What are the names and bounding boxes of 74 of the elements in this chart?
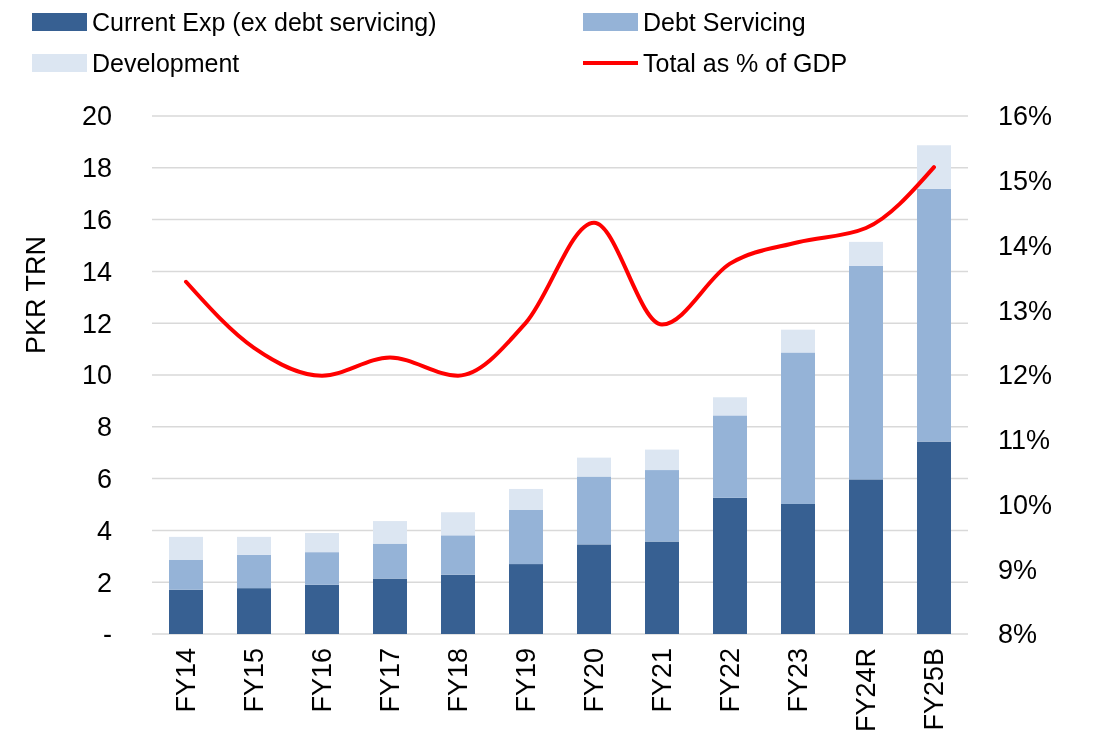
line-series — [184, 165, 936, 378]
legend-label: Current Exp (ex debt servicing) — [92, 7, 437, 36]
bar — [645, 449, 679, 471]
x-tick-label: FY23 — [783, 648, 814, 713]
y2-tick-label: 15% — [998, 166, 1053, 197]
bar — [917, 145, 951, 189]
x-tick-label: FY15 — [239, 648, 270, 713]
bar — [373, 521, 407, 544]
bar — [237, 588, 271, 634]
bar — [305, 552, 339, 585]
bar — [781, 329, 815, 353]
legend-label: Debt Servicing — [643, 7, 806, 36]
bar — [509, 509, 543, 565]
y-tick-label: 20 — [81, 101, 112, 132]
x-tick-label: FY17 — [375, 648, 406, 713]
y-axis-title: PKR TRN — [21, 235, 51, 355]
bar — [713, 415, 747, 498]
bar — [645, 541, 679, 634]
y2-tick-label: 12% — [998, 360, 1053, 391]
y2-tick-label: 11% — [998, 425, 1051, 456]
y-tick-label: 18 — [81, 153, 112, 184]
y2-tick-label: 14% — [998, 230, 1053, 261]
x-tick-label: FY14 — [171, 648, 202, 713]
x-tick-label: FY20 — [579, 648, 610, 713]
bar — [917, 441, 951, 634]
y-tick-label: - — [103, 619, 112, 650]
bar — [169, 559, 203, 590]
x-tick-label: FY24R — [851, 648, 882, 733]
y-tick-label: 8 — [96, 412, 112, 443]
bar — [713, 397, 747, 416]
bar — [849, 265, 883, 480]
y2-tick-label: 13% — [998, 295, 1053, 326]
x-tick-label: FY21 — [647, 648, 678, 713]
bar — [577, 457, 611, 477]
y-tick-label: 14 — [81, 256, 112, 287]
bar — [237, 554, 271, 589]
bar — [509, 564, 543, 634]
bar — [305, 532, 339, 553]
y2-tick-label: 10% — [998, 489, 1053, 520]
y-tick-label: 16 — [81, 205, 112, 236]
y2-tick-label: 16% — [998, 101, 1053, 132]
bar — [373, 543, 407, 579]
bar — [305, 584, 339, 634]
y2-tick-label: 8% — [998, 619, 1038, 650]
y2-tick-label: 9% — [998, 554, 1038, 585]
x-tick-label: FY16 — [307, 648, 338, 713]
bar — [373, 578, 407, 634]
bar — [237, 536, 271, 555]
y-tick-label: 6 — [96, 464, 112, 495]
bar — [577, 476, 611, 545]
y-tick-label: 12 — [81, 308, 112, 339]
bar — [169, 589, 203, 634]
y-tick-label: 10 — [81, 360, 112, 391]
bar — [441, 574, 475, 634]
x-tick-label: FY19 — [511, 648, 542, 713]
bar — [849, 479, 883, 634]
y-tick-label: 4 — [96, 515, 112, 546]
x-tick-label: FY18 — [443, 648, 474, 713]
bar — [781, 503, 815, 634]
x-tick-label: FY25B — [919, 648, 950, 731]
bar — [917, 188, 951, 442]
bar — [849, 241, 883, 266]
bar — [441, 535, 475, 575]
legend-label: Total as % of GDP — [643, 48, 848, 77]
bar — [169, 536, 203, 560]
y-tick-label: 2 — [96, 567, 112, 598]
bar — [645, 470, 679, 542]
bar — [577, 544, 611, 634]
x-tick-label: FY22 — [715, 648, 746, 713]
bar — [713, 497, 747, 634]
legend-label: Development — [92, 48, 240, 77]
bar — [509, 488, 543, 510]
bar — [781, 352, 815, 504]
bar — [441, 512, 475, 536]
